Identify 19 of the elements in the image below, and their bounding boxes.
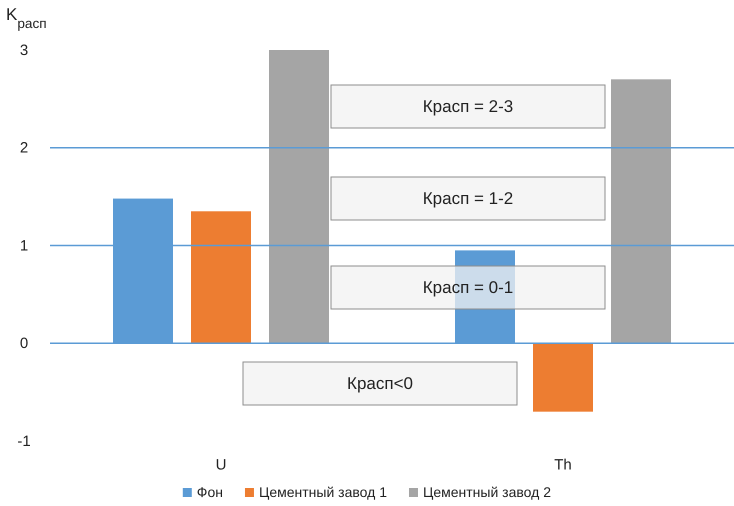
bar [191,211,251,344]
x-tick-label: Th [554,456,572,474]
y-axis-title: K$_{расп}$ [6,5,47,30]
legend-label: Цементный завод 1 [258,484,388,500]
annotation: Красп = 2-3 [422,97,514,116]
annotation: Красп = 1-2 [422,189,514,208]
y-tick-label: 2 [20,140,28,157]
y-tick-label: 0 [20,335,28,352]
x-tick-label: U [216,456,226,474]
annotation: Красп = 0-1 [422,278,514,297]
bar [269,50,329,344]
y-tick-label: 3 [20,42,28,59]
y-tick-label: 1 [20,237,28,254]
legend-label: Фон [196,484,223,500]
legend-label: Цементный завод 2 [422,484,552,500]
annotation: Красп<0 [347,374,413,393]
y-tick-label: -1 [17,432,31,450]
bar [533,343,593,412]
bar [611,79,671,344]
